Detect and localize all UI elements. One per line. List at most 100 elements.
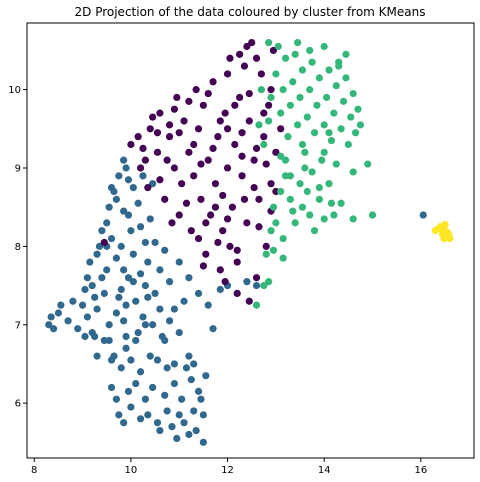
scatter-point (173, 434, 181, 443)
scatter-point (277, 152, 285, 160)
scatter-point (250, 183, 258, 192)
scatter-point (318, 156, 326, 164)
scatter-point (165, 121, 174, 129)
scatter-point (178, 180, 186, 188)
scatter-point (289, 78, 297, 86)
scatter-point (330, 109, 338, 117)
scatter-point (279, 254, 287, 262)
scatter-point (223, 70, 232, 78)
scatter-point (74, 325, 82, 333)
scatter-point (277, 109, 285, 117)
scatter-point (144, 293, 152, 301)
scatter-point (274, 42, 282, 51)
scatter-point (168, 423, 176, 431)
scatter-point (170, 105, 178, 113)
y-tick-label: 8 (15, 242, 21, 253)
scatter-point (185, 148, 193, 156)
scatter-point (315, 183, 323, 192)
scatter-point (163, 156, 171, 164)
scatter-point (262, 250, 270, 258)
scatter-point (175, 258, 183, 266)
scatter-point (180, 117, 188, 125)
scatter-point (269, 46, 278, 55)
scatter-point (165, 278, 174, 286)
scatter-point (228, 203, 236, 211)
scatter-point (344, 140, 352, 149)
scatter-point (327, 136, 336, 145)
scatter-point (294, 38, 302, 47)
scatter-point (216, 117, 224, 125)
scatter-point (124, 387, 133, 395)
scatter-point (88, 281, 96, 290)
scatter-point (86, 258, 94, 266)
scatter-point (139, 313, 147, 321)
scatter-point (187, 227, 195, 235)
scatter-point (112, 254, 120, 262)
scatter-point (132, 297, 140, 305)
scatter-point (165, 317, 174, 325)
scatter-point (83, 313, 92, 321)
scatter-point (64, 317, 72, 325)
scatter-point (216, 285, 224, 294)
data-points (45, 38, 454, 446)
scatter-point (267, 93, 275, 102)
scatter-point (122, 164, 130, 172)
scatter-point (127, 356, 135, 364)
scatter-point (175, 411, 183, 419)
scatter-point (310, 129, 319, 137)
scatter-point (257, 70, 265, 78)
scatter-point (320, 215, 328, 223)
scatter-point (310, 227, 319, 235)
scatter-point (252, 301, 261, 309)
scatter-point (255, 223, 263, 231)
scatter-point (100, 238, 108, 247)
scatter-point (185, 97, 193, 105)
scatter-point (289, 207, 297, 215)
scatter-point (182, 199, 191, 207)
scatter-point (100, 289, 108, 298)
scatter-point (233, 246, 241, 254)
scatter-point (149, 180, 157, 188)
scatter-point (419, 211, 427, 219)
scatter-point (255, 121, 263, 129)
scatter-point (356, 121, 365, 129)
scatter-point (279, 234, 287, 243)
scatter-point (291, 219, 299, 227)
scatter-point (245, 89, 253, 98)
scatter-point (313, 101, 321, 109)
scatter-point (209, 325, 217, 333)
scatter-point (93, 250, 101, 258)
scatter-point (54, 309, 63, 317)
scatter-point (207, 211, 215, 219)
scatter-point (158, 332, 166, 341)
scatter-point (262, 160, 270, 168)
scatter-point (93, 305, 101, 313)
scatter-point (136, 223, 145, 231)
scatter-point (141, 156, 149, 164)
x-tick-label: 14 (318, 465, 331, 476)
scatter-point (257, 86, 265, 94)
scatter-point (120, 419, 128, 427)
scatter-point (134, 133, 142, 141)
scatter-point (144, 183, 152, 192)
scatter-point (127, 227, 135, 235)
scatter-point (303, 187, 311, 196)
scatter-point (277, 125, 285, 133)
scatter-point (298, 140, 307, 149)
scatter-point (49, 325, 58, 333)
scatter-point (233, 258, 241, 266)
scatter-point (349, 215, 357, 223)
scatter-point (117, 364, 125, 372)
scatter-point (120, 207, 128, 215)
scatter-point (315, 195, 323, 203)
scatter-point (332, 160, 340, 168)
scatter-point (146, 125, 154, 133)
scatter-point (223, 164, 232, 172)
scatter-point (243, 42, 251, 51)
scatter-point (202, 219, 210, 227)
scatter-point (100, 336, 108, 345)
scatter-point (233, 289, 241, 298)
scatter-point (187, 376, 195, 384)
scatter-point (141, 395, 149, 403)
